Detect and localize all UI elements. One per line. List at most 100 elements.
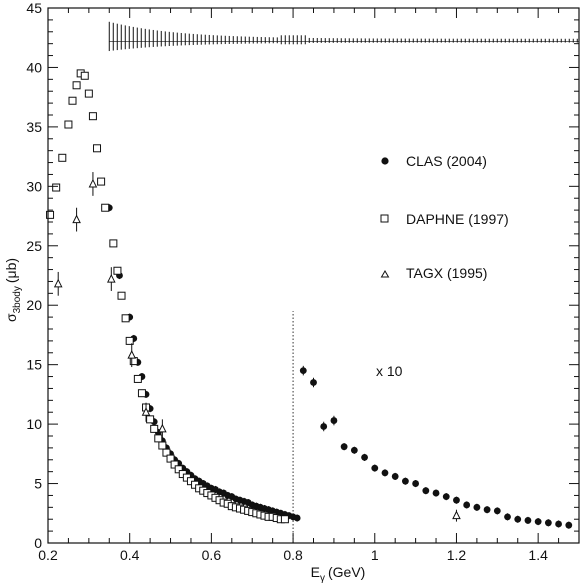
daphne-point xyxy=(93,144,102,153)
daphne-point xyxy=(170,460,179,469)
tagx-point xyxy=(107,273,116,283)
x-axis-title: Eγ (GeV) xyxy=(311,564,366,584)
daphne-point xyxy=(154,434,163,443)
series-open-triangle xyxy=(53,172,461,522)
daphne-point xyxy=(162,448,171,457)
tagx-point xyxy=(452,510,461,520)
tagx-point xyxy=(127,350,137,359)
daphne-point xyxy=(52,183,61,192)
clas-point xyxy=(453,496,460,504)
daphne-point xyxy=(101,203,110,212)
daphne-point xyxy=(125,336,134,345)
clas-point xyxy=(555,520,562,528)
series-open-square xyxy=(46,69,289,524)
legend-label-clas: CLAS (2004) xyxy=(406,153,487,169)
daphne-point xyxy=(146,415,155,424)
y-tick-label: 10 xyxy=(26,416,42,432)
clas-point xyxy=(483,506,491,514)
clas-point xyxy=(371,464,379,472)
daphne-point xyxy=(84,89,93,98)
axes: 0.2 0.4 0.6 0.8 1 1.2 1.4 0 5 10 15 20 25 30 35 40 45 xyxy=(26,0,580,563)
clas-point xyxy=(432,489,440,497)
tagx-point xyxy=(141,407,151,416)
clas-point xyxy=(524,517,532,524)
daphne-point xyxy=(68,96,77,105)
x-tick-label: 0.2 xyxy=(38,547,58,563)
clas-point xyxy=(514,515,522,523)
clas-point xyxy=(391,473,399,480)
daphne-point xyxy=(97,177,106,186)
x-tick-label: 1 xyxy=(371,547,379,563)
systematic-error-band xyxy=(108,21,579,52)
legend-marker-daphne xyxy=(380,214,389,223)
x-tick-label: 0.4 xyxy=(120,547,140,563)
clas-point xyxy=(504,513,511,521)
clas-point xyxy=(361,454,368,461)
clas-point xyxy=(330,417,338,424)
clas-point xyxy=(412,480,420,487)
x-tick-label: 1.2 xyxy=(447,547,467,563)
x-tick-label: 1.4 xyxy=(528,547,548,563)
daphne-point xyxy=(174,465,183,474)
daphne-point xyxy=(121,314,130,323)
daphne-point xyxy=(113,266,122,275)
y-axis-title: σ3body(μb) xyxy=(3,258,23,322)
daphne-point xyxy=(280,515,289,524)
series-filled-circle xyxy=(105,204,573,529)
daphne-point xyxy=(166,454,175,463)
y-axis-title-group: σ3body(μb) xyxy=(3,258,23,322)
tagx-point xyxy=(88,178,98,188)
clas-point xyxy=(350,446,358,454)
clas-point xyxy=(402,477,409,485)
legend-marker-tagx xyxy=(380,270,390,278)
daphne-point xyxy=(109,239,118,248)
clas-point xyxy=(340,443,348,451)
clas-point xyxy=(544,519,552,527)
clas-point xyxy=(493,507,501,515)
clas-point xyxy=(422,487,430,495)
clas-point xyxy=(534,518,542,525)
legend-label-daphne: DAPHNE (1997) xyxy=(406,211,509,227)
x-tick-label: 0.6 xyxy=(202,547,222,563)
daphne-point xyxy=(133,374,142,383)
tagx-point xyxy=(53,278,63,288)
clas-point xyxy=(473,503,481,511)
y-tick-label: 5 xyxy=(34,476,42,492)
y-tick-label: 40 xyxy=(26,59,42,75)
y-tick-label: 35 xyxy=(26,119,42,135)
plot-frame xyxy=(47,7,580,544)
clas-point xyxy=(442,493,450,501)
clas-point xyxy=(381,469,389,477)
y-tick-label: 30 xyxy=(26,178,42,194)
tagx-point xyxy=(72,214,81,224)
y-tick-label: 0 xyxy=(34,535,42,551)
daphne-point xyxy=(58,153,67,162)
daphne-point xyxy=(72,81,81,90)
y-tick-label: 25 xyxy=(26,238,42,254)
y-tick-label: 45 xyxy=(26,0,42,16)
y-tick-label: 15 xyxy=(26,357,42,373)
daphne-point xyxy=(137,389,146,398)
daphne-point xyxy=(158,441,167,450)
legend-marker-clas xyxy=(381,157,389,165)
tagx-point xyxy=(158,423,167,433)
legend: CLAS (2004) DAPHNE (1997) TAGX (1995) xyxy=(380,153,509,281)
clas-point xyxy=(299,367,307,375)
legend-label-tagx: TAGX (1995) xyxy=(406,265,487,281)
clas-point xyxy=(293,514,301,522)
scale-annotation: x 10 xyxy=(376,363,403,379)
daphne-point xyxy=(117,291,126,300)
clas-point xyxy=(565,521,573,529)
daphne-point xyxy=(88,112,97,121)
daphne-point xyxy=(80,71,89,80)
x-tick-label: 0.8 xyxy=(283,547,303,563)
clas-point xyxy=(463,501,471,509)
clas-point xyxy=(320,423,328,430)
plot-area xyxy=(46,69,573,543)
daphne-point xyxy=(46,210,55,219)
daphne-point xyxy=(64,120,73,129)
y-tick-label: 20 xyxy=(26,297,42,313)
clas-point xyxy=(310,379,317,386)
daphne-point xyxy=(150,424,159,433)
